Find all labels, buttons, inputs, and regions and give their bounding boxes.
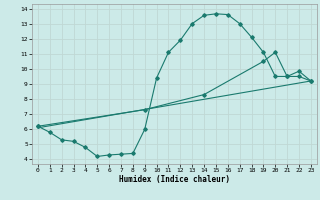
- X-axis label: Humidex (Indice chaleur): Humidex (Indice chaleur): [119, 175, 230, 184]
